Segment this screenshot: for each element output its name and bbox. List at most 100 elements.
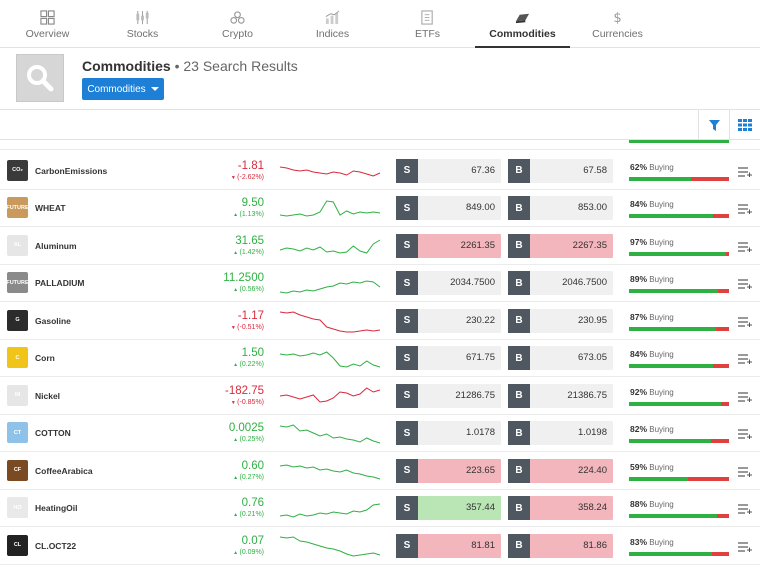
buy-button[interactable]: B 358.24: [508, 496, 613, 521]
instrument-name[interactable]: Gasoline: [35, 315, 71, 326]
buy-price: 853.00: [577, 202, 607, 214]
price-sparkline: [279, 387, 381, 403]
category-tabs: Overview Stocks Crypto Indices ETFs Commoditi…: [0, 0, 760, 48]
tab-commodities[interactable]: Commodities: [475, 0, 570, 48]
list-item[interactable]: AL Aluminum 31.65 ▲ (1.42%) S 2261.35 B 2267.35…: [0, 227, 760, 265]
tab-etfs[interactable]: ETFs: [380, 0, 475, 46]
instrument-name[interactable]: Nickel: [35, 390, 61, 401]
sell-button[interactable]: S 2261.35: [396, 233, 501, 258]
sell-button[interactable]: S 230.22: [396, 308, 501, 333]
list-item[interactable]: CO₂ CarbonEmissions -1.81 ▼ (-2.62%) S 67.36 B…: [0, 152, 760, 190]
instrument-logo[interactable]: CL: [7, 534, 28, 556]
sentiment-label: 97% Buying: [630, 237, 674, 247]
price-sparkline: [279, 503, 381, 518]
instrument-logo[interactable]: HO: [7, 497, 28, 519]
sell-button[interactable]: S 849.00: [396, 196, 501, 221]
buy-button[interactable]: B 67.58: [508, 158, 613, 183]
buy-button[interactable]: B 230.95: [508, 308, 613, 333]
buy-button[interactable]: B 2046.7500: [508, 271, 613, 296]
sell-letter: S: [396, 533, 418, 558]
buy-price: 67.58: [583, 164, 607, 176]
instrument-name[interactable]: CarbonEmissions: [35, 165, 108, 176]
tab-indices[interactable]: Indices: [285, 0, 380, 46]
instrument-logo[interactable]: C: [7, 347, 28, 369]
more-options-icon[interactable]: [738, 392, 752, 402]
instrument-logo[interactable]: CO₂: [7, 159, 28, 181]
instrument-logo[interactable]: CF: [7, 459, 28, 481]
sentiment-bar-fill: [629, 476, 688, 481]
more-options-icon[interactable]: [738, 467, 752, 477]
instrument-name[interactable]: CL.OCT22: [35, 540, 77, 551]
instrument-name[interactable]: WHEAT: [35, 203, 66, 214]
instrument-name[interactable]: CoffeeArabica: [35, 465, 93, 476]
list-item[interactable]: CL CL.OCT22 0.07 ▲ (0.09%) S 81.81 B 81.86 83% B…: [0, 527, 760, 565]
tab-currencies[interactable]: $ Currencies: [570, 0, 665, 46]
instrument-logo[interactable]: AL: [7, 234, 28, 256]
sparkline-path: [279, 166, 381, 177]
buy-button[interactable]: B 1.0198: [508, 421, 613, 446]
more-options-icon[interactable]: [738, 242, 752, 252]
instrument-name[interactable]: Corn: [35, 353, 55, 364]
sell-button[interactable]: S 67.36: [396, 158, 501, 183]
search-thumbnail[interactable]: [16, 54, 64, 102]
sentiment-bar: [629, 514, 729, 519]
list-item[interactable]: NI Nickel -182.75 ▼ (-0.85%) S 21286.75 B 21386…: [0, 377, 760, 415]
list-item[interactable]: G Gasoline -1.17 ▼ (-0.51%) S 230.22 B 230.95 87…: [0, 302, 760, 340]
list-item[interactable]: FUTURE PALLADIUM 11.2500 ▲ (0.56%) S 2034.750…: [0, 265, 760, 302]
buy-price: 224.40: [577, 464, 607, 476]
buy-button[interactable]: B 2267.35: [508, 233, 613, 258]
list-item[interactable]: C Corn 1.50 ▲ (0.22%) S 671.75 B 673.05 84% Buyi…: [0, 340, 760, 377]
more-options-icon[interactable]: [738, 167, 752, 177]
sentiment-word: Buying: [649, 350, 674, 360]
search-icon: [27, 65, 54, 92]
sentiment-bar: [629, 251, 729, 256]
category-dropdown[interactable]: Commodities: [82, 78, 164, 100]
percent-change: ▲ (1.42%): [184, 249, 264, 256]
instrument-logo[interactable]: FUTURE: [6, 272, 29, 294]
sell-price: 2034.7500: [450, 277, 495, 289]
sell-button[interactable]: S 1.0178: [396, 421, 501, 446]
list-item[interactable]: CT COTTON 0.0025 ▲ (0.25%) S 1.0178 B 1.0198 82%…: [0, 415, 760, 452]
buy-button[interactable]: B 853.00: [508, 196, 613, 221]
grid-view-button[interactable]: [729, 110, 760, 140]
more-options-icon[interactable]: [738, 504, 752, 515]
instrument-name[interactable]: COTTON: [35, 428, 71, 439]
buy-button[interactable]: B 21386.75: [508, 383, 613, 408]
sell-button[interactable]: S 357.44: [396, 496, 501, 521]
tab-crypto[interactable]: Crypto: [190, 0, 285, 46]
arrow-down-icon: ▼: [230, 174, 238, 181]
buy-price: 358.24: [577, 502, 607, 514]
buy-button[interactable]: B 673.05: [508, 346, 613, 371]
more-options-icon[interactable]: [738, 204, 752, 215]
percent-change-text: (0.21%): [239, 511, 264, 519]
list-item[interactable]: HO HeatingOil 0.76 ▲ (0.21%) S 357.44 B 358.24 8…: [0, 490, 760, 527]
instrument-logo[interactable]: CT: [7, 422, 28, 444]
list-item[interactable]: FUTURE WHEAT 9.50 ▲ (1.13%) S 849.00 B 853.00 84…: [0, 190, 760, 227]
sell-button[interactable]: S 671.75: [396, 346, 501, 371]
buy-button[interactable]: B 224.40: [508, 458, 613, 483]
list-item[interactable]: CF CoffeeArabica 0.60 ▲ (0.27%) S 223.65 B 224.…: [0, 452, 760, 490]
sell-button[interactable]: S 81.81: [396, 533, 501, 558]
more-options-icon[interactable]: [738, 429, 752, 440]
instrument-name[interactable]: PALLADIUM: [35, 278, 85, 289]
tab-overview[interactable]: Overview: [0, 0, 95, 46]
instrument-logo[interactable]: NI: [7, 384, 28, 406]
filter-button[interactable]: [698, 110, 729, 140]
sentiment-percent: 87%: [630, 311, 648, 322]
sell-button[interactable]: S 2034.7500: [396, 271, 501, 296]
instrument-logo[interactable]: G: [7, 309, 28, 331]
tab-label: ETFs: [414, 28, 441, 40]
more-options-icon[interactable]: [738, 317, 752, 327]
more-options-icon[interactable]: [738, 542, 752, 552]
more-options-icon[interactable]: [738, 279, 752, 290]
buy-button[interactable]: B 81.86: [508, 533, 613, 558]
sell-button[interactable]: S 223.65: [396, 458, 501, 483]
logo-text: AL: [13, 242, 22, 249]
instrument-logo[interactable]: FUTURE: [6, 197, 29, 219]
more-options-icon[interactable]: [738, 354, 752, 365]
instrument-name[interactable]: Aluminum: [35, 240, 77, 251]
buy-letter: B: [508, 383, 530, 408]
instrument-name[interactable]: HeatingOil: [35, 503, 78, 514]
sell-button[interactable]: S 21286.75: [396, 383, 501, 408]
tab-stocks[interactable]: Stocks: [95, 0, 190, 46]
